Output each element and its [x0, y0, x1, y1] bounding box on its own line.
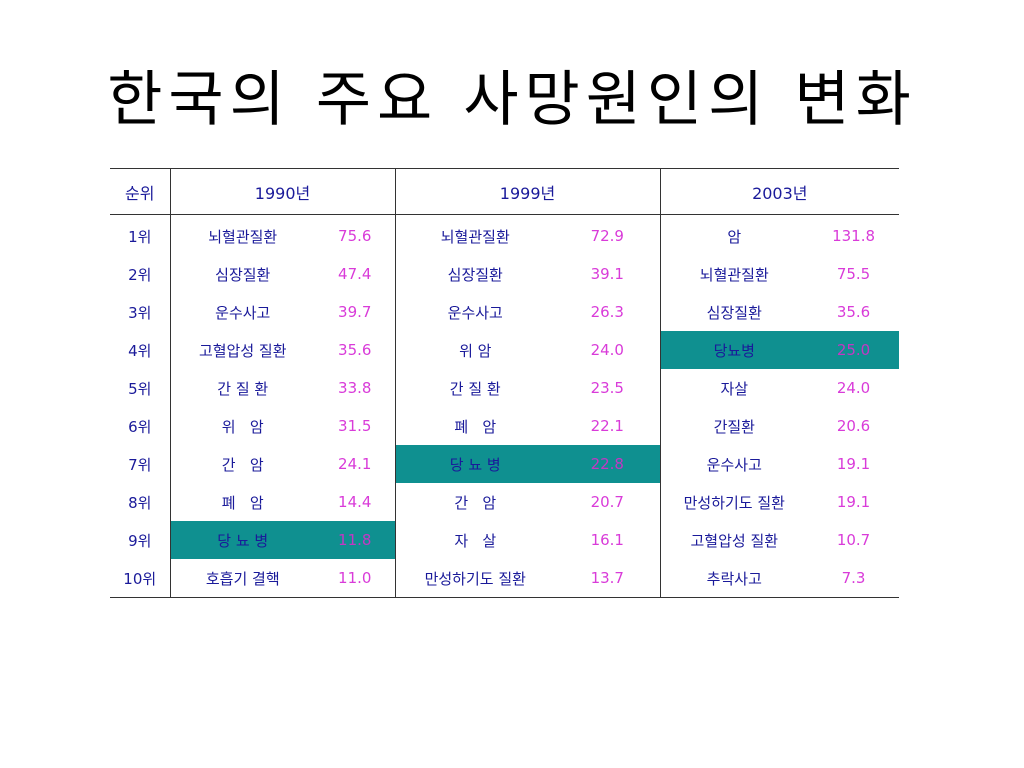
- rate-1990: 35.6: [315, 331, 396, 369]
- rate-2003: 75.5: [836, 265, 871, 283]
- rate-2003: 19.1: [836, 455, 871, 473]
- cause-2003: 자살: [720, 379, 749, 398]
- rank-cell: 2위: [110, 255, 171, 293]
- slide-title: 한국의 주요 사망원인의 변화: [107, 65, 917, 135]
- cause-1990: 뇌혈관질환: [208, 227, 278, 246]
- cause-1990: 간 암: [221, 455, 264, 474]
- rank-cell: 4위: [110, 331, 171, 369]
- cause-1990: 고혈압성 질환: [198, 341, 287, 360]
- cause-1990: 폐 암: [221, 493, 264, 512]
- cause-1999: 운수사고: [447, 303, 503, 322]
- cause-1990: 간 질 환: [217, 379, 269, 398]
- rank-cell: 3위: [110, 293, 171, 331]
- header-year-1990: 1990년: [170, 168, 396, 215]
- cause-2003: 고혈압성 질환: [690, 531, 779, 550]
- table-row: 10위 호흡기 결핵 11.0 만성하기도 질환 13.7 추락사고 7.3: [110, 559, 900, 598]
- rate-2003-highlighted: 25.0: [808, 331, 900, 369]
- rate-1999-highlighted: 22.8: [555, 445, 661, 483]
- cause-1990: 위 암: [221, 417, 264, 436]
- table-row: 2위 심장질환 47.4 심장질환 39.1 뇌혈관질환 75.5: [110, 255, 899, 293]
- table-row: 1위 뇌혈관질환 75.6 뇌혈관질환 72.9 암 131.8: [110, 214, 899, 255]
- table-header-row: 순위 1990년 1999년 2003년: [110, 168, 900, 215]
- rate-1999: 23.5: [555, 369, 661, 407]
- rate-1999: 26.3: [555, 293, 661, 331]
- cause-2003: 추락사고: [660, 559, 809, 598]
- cause-2003: 운수사고: [706, 455, 762, 474]
- table-row: 5위 간 질 환 33.8 간 질 환 23.5 자살 24.0: [110, 369, 899, 407]
- rate-1999: 13.7: [555, 559, 661, 598]
- header-year-1999: 1999년: [395, 168, 661, 215]
- cause-2003: 뇌혈관질환: [699, 265, 769, 284]
- cause-1999: 간 암: [454, 493, 497, 512]
- rank-cell: 8위: [110, 483, 171, 521]
- cause-2003: 만성하기도 질환: [683, 493, 785, 512]
- rate-1990: 24.1: [315, 445, 396, 483]
- rate-1999: 24.0: [555, 331, 661, 369]
- cause-2003: 심장질환: [706, 303, 762, 322]
- rate-1990: 33.8: [315, 369, 396, 407]
- rate-1999: 72.9: [555, 214, 661, 255]
- rank-cell: 6위: [110, 407, 171, 445]
- rate-1990: 11.0: [315, 559, 396, 598]
- rate-1990: 14.4: [315, 483, 396, 521]
- rate-1990: 39.7: [315, 293, 396, 331]
- table-row: 7위 간 암 24.1 당 뇨 병 22.8 운수사고 19.1: [110, 445, 899, 483]
- cause-1999: 심장질환: [447, 265, 503, 284]
- rate-1990-highlighted: 11.8: [315, 521, 396, 559]
- rate-2003: 131.8: [832, 227, 876, 245]
- rank-cell: 5위: [110, 369, 171, 407]
- rate-1990: 31.5: [315, 407, 396, 445]
- rank-cell: 9위: [110, 521, 171, 559]
- cause-1990: 심장질환: [215, 265, 271, 284]
- table-row: 4위 고혈압성 질환 35.6 위 암 24.0 당뇨병 25.0: [110, 331, 900, 369]
- rate-1999: 16.1: [555, 521, 661, 559]
- mortality-table-container: 순위 1990년 1999년 2003년 1위 뇌혈관질환 75.6 뇌혈관질환…: [110, 168, 900, 598]
- rate-2003: 24.0: [836, 379, 871, 397]
- rate-2003: 10.7: [836, 531, 871, 549]
- table-row: 3위 운수사고 39.7 운수사고 26.3 심장질환 35.6: [110, 293, 899, 331]
- cause-1999: 자 살: [454, 531, 497, 550]
- header-year-2003: 2003년: [660, 168, 900, 215]
- cause-1999: 만성하기도 질환: [395, 559, 556, 598]
- table-row: 9위 당 뇨 병 11.8 자 살 16.1 고혈압성 질환 10.7: [110, 521, 899, 559]
- cause-2003-highlighted: 당뇨병: [660, 331, 809, 369]
- cause-2003: 간질환: [713, 417, 755, 436]
- rank-cell: 10위: [110, 559, 171, 598]
- cause-1999-highlighted: 당 뇨 병: [395, 445, 556, 483]
- rate-2003: 19.1: [836, 493, 871, 511]
- rate-2003: 20.6: [836, 417, 871, 435]
- header-rank: 순위: [110, 168, 171, 215]
- rate-1990: 47.4: [315, 255, 396, 293]
- cause-1999: 위 암: [459, 341, 492, 360]
- rank-cell: 1위: [110, 214, 171, 255]
- cause-2003: 암: [727, 227, 742, 246]
- rate-1999: 22.1: [555, 407, 661, 445]
- rate-1990: 75.6: [315, 214, 396, 255]
- rate-2003: 35.6: [836, 303, 871, 321]
- cause-1990: 호흡기 결핵: [170, 559, 315, 598]
- rate-2003: 7.3: [808, 559, 900, 598]
- rank-cell: 7위: [110, 445, 171, 483]
- cause-1999: 간 질 환: [449, 379, 501, 398]
- mortality-table: 순위 1990년 1999년 2003년 1위 뇌혈관질환 75.6 뇌혈관질환…: [110, 168, 900, 598]
- rate-1999: 20.7: [555, 483, 661, 521]
- cause-1990-highlighted: 당 뇨 병: [170, 521, 315, 559]
- cause-1999: 뇌혈관질환: [440, 227, 510, 246]
- table-row: 6위 위 암 31.5 폐 암 22.1 간질환 20.6: [110, 407, 899, 445]
- table-row: 8위 폐 암 14.4 간 암 20.7 만성하기도 질환 19.1: [110, 483, 899, 521]
- cause-1999: 폐 암: [454, 417, 497, 436]
- rate-1999: 39.1: [555, 255, 661, 293]
- cause-1990: 운수사고: [215, 303, 271, 322]
